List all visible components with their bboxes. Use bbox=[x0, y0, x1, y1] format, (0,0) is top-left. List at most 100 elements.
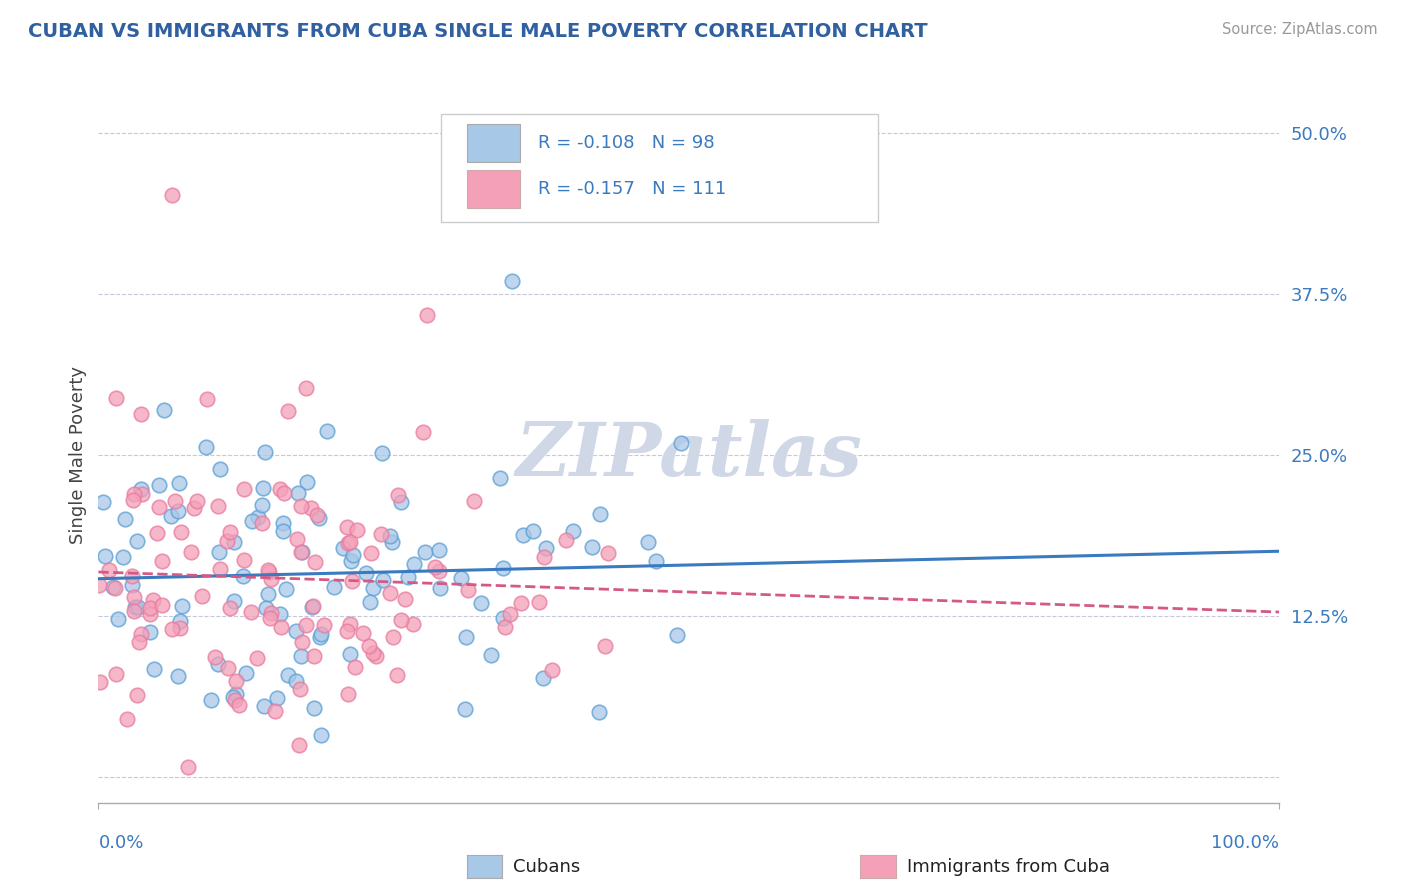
Point bbox=[339, 534, 361, 549]
Point bbox=[285, 624, 308, 639]
Point bbox=[142, 662, 165, 676]
Text: R = -0.108   N = 98: R = -0.108 N = 98 bbox=[537, 134, 714, 153]
Point bbox=[167, 475, 190, 490]
Point bbox=[512, 528, 534, 542]
Point bbox=[416, 308, 439, 322]
Point bbox=[336, 624, 359, 639]
Point bbox=[343, 660, 366, 674]
Point bbox=[285, 674, 308, 689]
Point bbox=[209, 562, 232, 576]
Point bbox=[404, 558, 426, 572]
Point bbox=[180, 545, 202, 559]
Point bbox=[295, 618, 318, 632]
Point bbox=[287, 486, 309, 500]
Point bbox=[160, 622, 183, 636]
Point bbox=[186, 493, 208, 508]
Point bbox=[425, 559, 447, 574]
Point bbox=[253, 698, 276, 713]
Point bbox=[124, 599, 146, 614]
Point bbox=[138, 625, 160, 640]
Point bbox=[342, 549, 364, 563]
Point bbox=[555, 533, 578, 548]
Point bbox=[252, 481, 274, 495]
Point bbox=[309, 728, 332, 742]
Text: Cubans: Cubans bbox=[513, 858, 581, 876]
Point bbox=[637, 535, 659, 549]
Point bbox=[250, 498, 273, 512]
Point bbox=[522, 524, 544, 538]
Point bbox=[167, 504, 190, 518]
Point bbox=[104, 582, 127, 596]
Point bbox=[302, 648, 325, 663]
Point bbox=[294, 381, 316, 395]
Point bbox=[247, 509, 270, 524]
Point bbox=[561, 524, 583, 538]
Point bbox=[510, 597, 533, 611]
Point bbox=[242, 514, 264, 528]
Point bbox=[160, 509, 183, 524]
Point bbox=[94, 549, 117, 564]
Point bbox=[492, 610, 515, 624]
Point bbox=[129, 626, 152, 640]
Point bbox=[256, 563, 278, 577]
Point bbox=[360, 546, 382, 560]
Point bbox=[89, 675, 111, 690]
Point bbox=[671, 436, 693, 450]
Point bbox=[225, 674, 247, 689]
Text: 0.0%: 0.0% bbox=[98, 834, 143, 852]
Point bbox=[114, 511, 136, 525]
Point bbox=[457, 582, 479, 597]
Text: 100.0%: 100.0% bbox=[1212, 834, 1279, 852]
Point bbox=[204, 649, 226, 664]
Point bbox=[146, 525, 169, 540]
Point bbox=[107, 612, 129, 626]
Point bbox=[269, 482, 291, 496]
Point bbox=[302, 599, 325, 613]
Point bbox=[224, 594, 246, 608]
Point bbox=[291, 635, 314, 649]
Point bbox=[257, 565, 280, 579]
Point bbox=[666, 628, 689, 642]
Point bbox=[169, 615, 191, 629]
Point bbox=[264, 704, 287, 718]
Point bbox=[645, 554, 668, 568]
Point bbox=[385, 667, 408, 681]
Point bbox=[273, 486, 295, 500]
Point bbox=[371, 446, 394, 460]
Point bbox=[217, 533, 239, 548]
Point bbox=[131, 407, 153, 421]
Point bbox=[122, 486, 145, 500]
Point bbox=[148, 478, 170, 492]
Point bbox=[382, 630, 405, 644]
Point bbox=[197, 392, 219, 406]
Point bbox=[427, 564, 450, 578]
Point bbox=[354, 566, 377, 581]
Point bbox=[183, 500, 205, 515]
Point bbox=[361, 581, 384, 595]
Point bbox=[288, 738, 311, 752]
Point bbox=[222, 690, 245, 704]
Point bbox=[122, 604, 145, 618]
Point bbox=[121, 568, 143, 582]
Point bbox=[339, 616, 361, 631]
Point bbox=[501, 274, 523, 288]
Point bbox=[470, 596, 492, 610]
Point bbox=[295, 475, 318, 490]
Point bbox=[352, 626, 374, 640]
Point bbox=[271, 524, 294, 538]
Point bbox=[176, 760, 198, 774]
Point bbox=[233, 482, 256, 496]
Point bbox=[454, 630, 477, 644]
Point bbox=[346, 523, 368, 537]
Point bbox=[246, 651, 269, 665]
Point bbox=[308, 630, 330, 644]
Point bbox=[148, 500, 170, 514]
Y-axis label: Single Male Poverty: Single Male Poverty bbox=[69, 366, 87, 544]
Point bbox=[378, 529, 401, 543]
Point bbox=[494, 619, 516, 633]
Point bbox=[533, 550, 555, 565]
Point bbox=[98, 563, 121, 577]
Point bbox=[536, 541, 558, 555]
Point bbox=[359, 594, 381, 608]
Point bbox=[361, 646, 384, 660]
